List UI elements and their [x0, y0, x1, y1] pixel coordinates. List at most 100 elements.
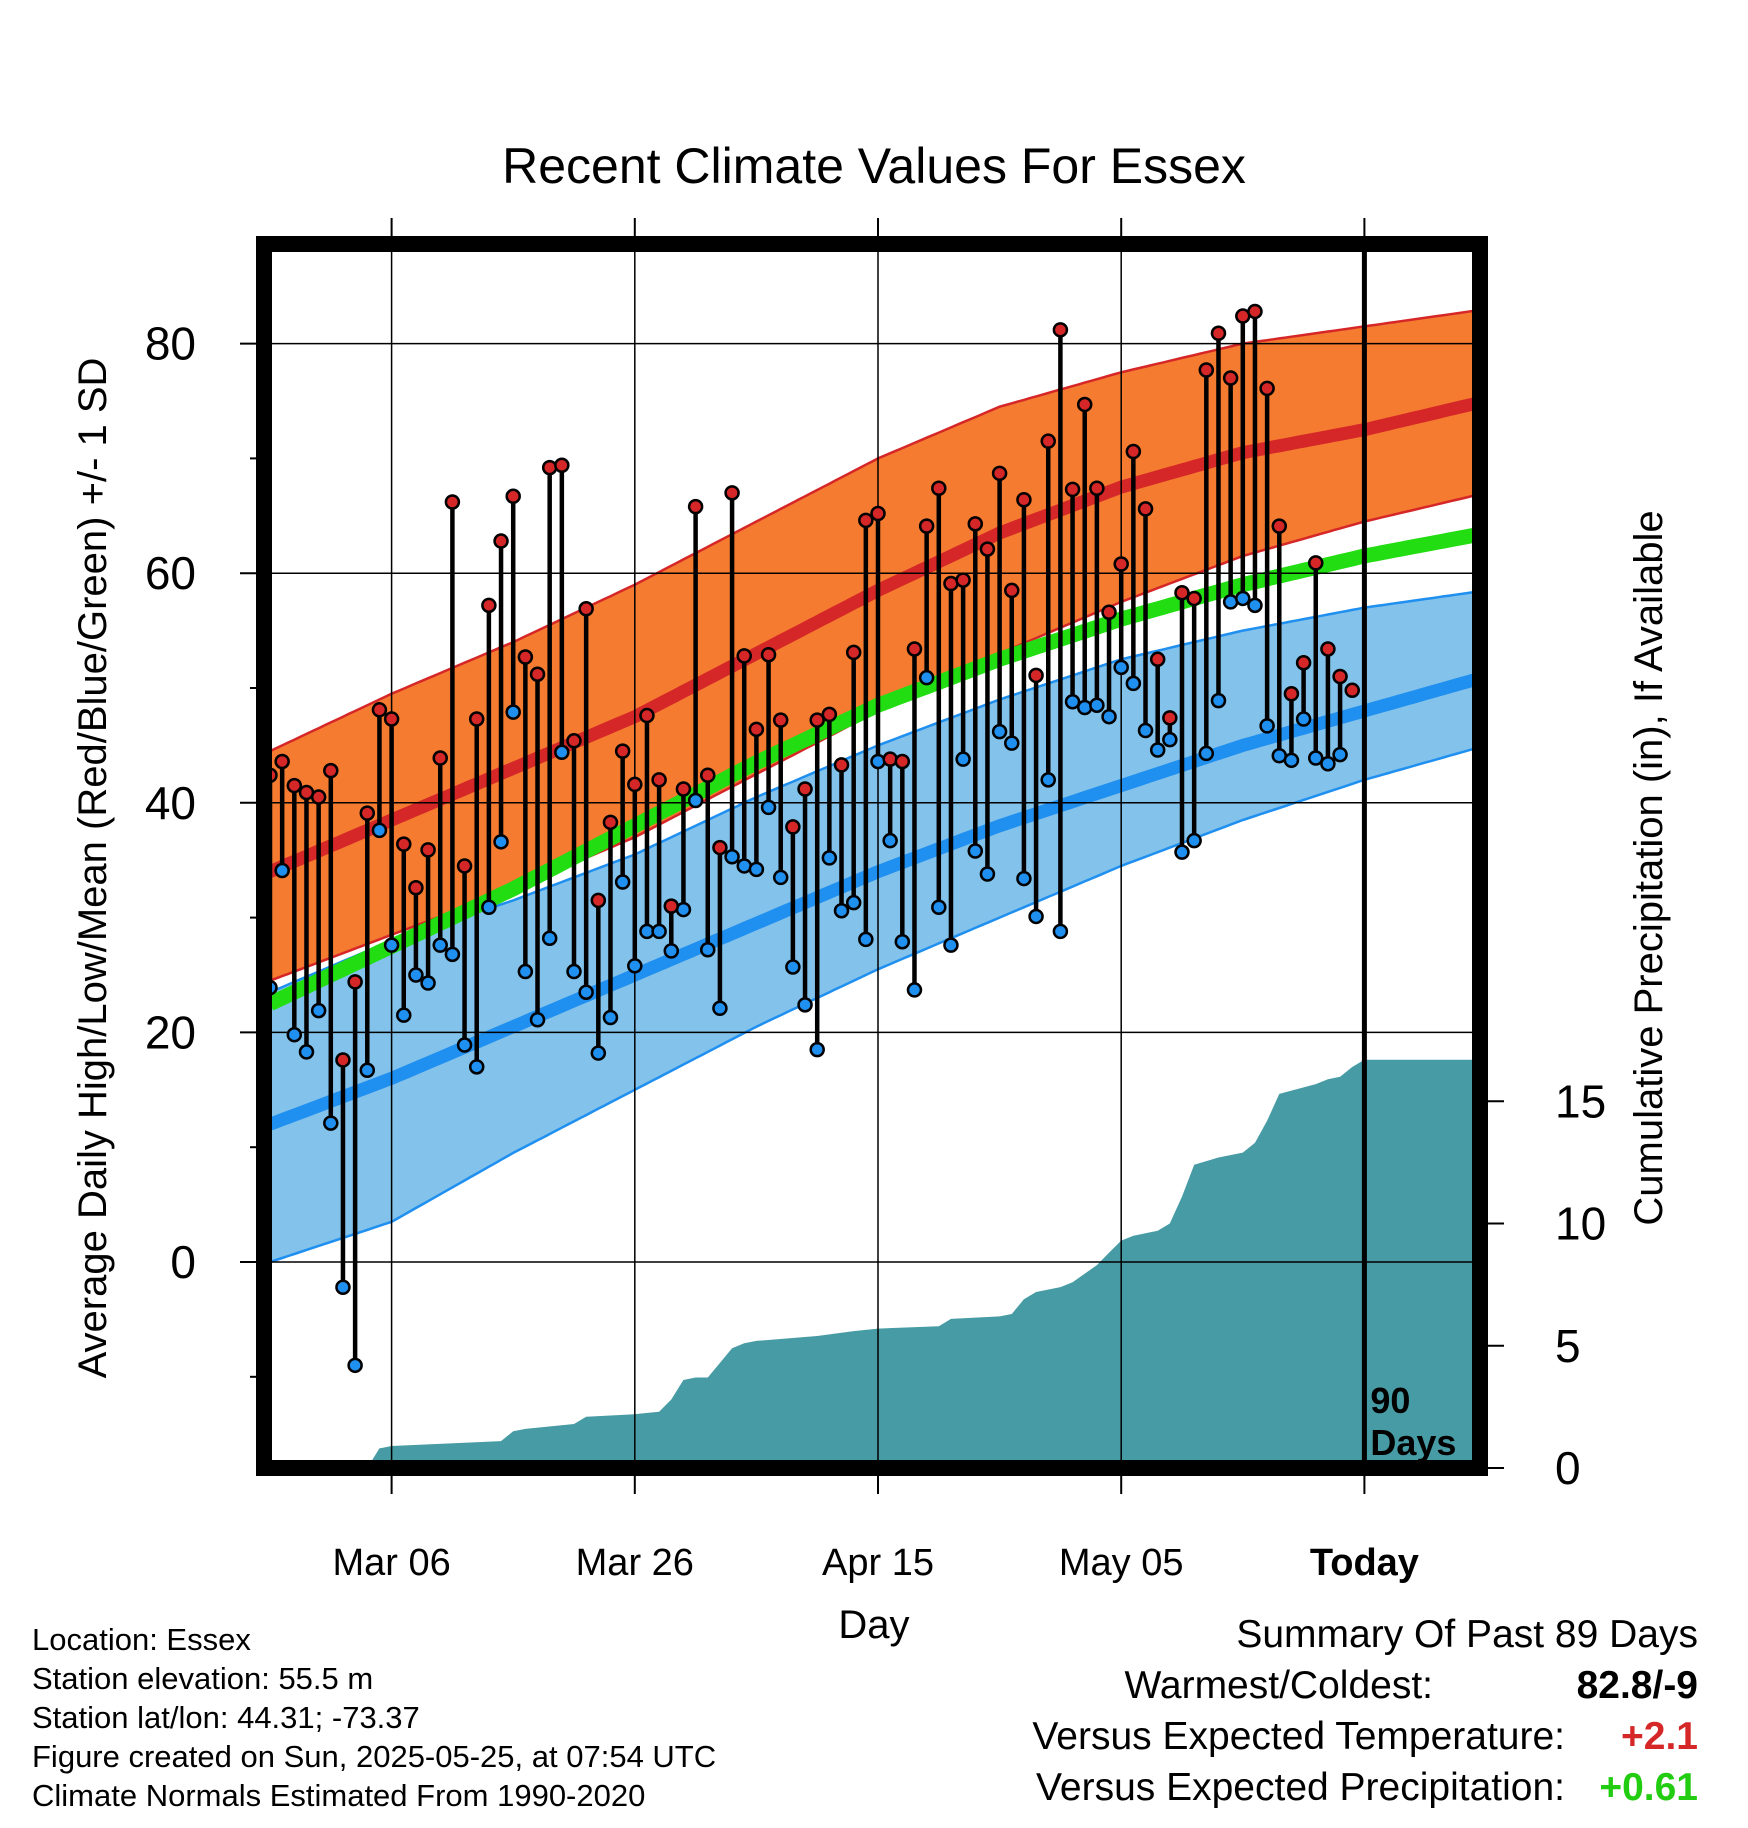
low-point [785, 959, 801, 975]
y-tick-label: 40 [145, 777, 196, 829]
high-point [371, 702, 388, 718]
low-point [894, 933, 911, 950]
high-point [712, 839, 728, 856]
low-point [323, 1115, 339, 1131]
x-tick-label: Today [1310, 1542, 1419, 1584]
high-point [554, 457, 570, 474]
low-minus-sd-line [269, 745, 1481, 1264]
high-point [1283, 685, 1300, 702]
low-point [1149, 742, 1166, 758]
low-point [517, 963, 534, 980]
high-point [493, 533, 509, 549]
high-point [286, 777, 303, 794]
high-point [1222, 370, 1239, 386]
today-label-number: 90 [1370, 1380, 1410, 1421]
low-point [1137, 722, 1154, 739]
high-plus-sd-line [269, 308, 1481, 753]
low-point [541, 930, 558, 947]
low-point [1320, 756, 1336, 772]
low-point [833, 902, 850, 919]
high-point [1295, 654, 1312, 671]
high-point [748, 721, 765, 738]
low-point [918, 669, 935, 686]
low-point [991, 723, 1008, 740]
low-point [444, 946, 461, 963]
high-point [408, 880, 424, 896]
low-point [1235, 590, 1251, 607]
high-point [651, 772, 667, 788]
low-point [529, 1012, 546, 1028]
high-point [1040, 433, 1056, 449]
low-point [310, 1002, 327, 1019]
low-point [700, 941, 716, 958]
low-point [396, 1007, 412, 1023]
high-point [432, 750, 448, 766]
high-point [1076, 396, 1093, 413]
low-point [797, 997, 813, 1013]
high-point [347, 974, 363, 990]
high-point [687, 498, 704, 515]
high-point [420, 842, 436, 858]
high-point [797, 781, 813, 797]
low-point [481, 899, 497, 916]
low-point [1332, 746, 1348, 763]
low-point [505, 704, 521, 720]
high-point [1162, 710, 1178, 726]
low-point [1283, 752, 1300, 769]
low-point [590, 1045, 607, 1061]
high-point [1149, 651, 1166, 668]
x-tick-label: Apr 15 [822, 1542, 934, 1584]
y2-tick-label: 0 [1555, 1442, 1581, 1494]
low-point [298, 1044, 315, 1060]
x-axis-label: Day [838, 1603, 909, 1647]
low-point [578, 984, 594, 1000]
low-point [371, 822, 388, 839]
summary-precip-label: Versus Expected Precipitation: [1036, 1766, 1565, 1809]
low-sd-band [270, 591, 1480, 1262]
high-point [894, 753, 911, 770]
high-point [1137, 501, 1154, 517]
x-tick-label: Mar 26 [576, 1542, 694, 1584]
high-point [578, 601, 594, 617]
low-point [335, 1279, 351, 1296]
low-point [493, 834, 509, 850]
low-point [1186, 832, 1202, 849]
x-tick-label: Mar 06 [332, 1542, 450, 1584]
low-point [858, 931, 874, 948]
low-point [870, 753, 886, 770]
low-point [1004, 735, 1020, 751]
high-point [833, 757, 850, 773]
low-point [724, 849, 740, 865]
y-tick-label: 0 [170, 1236, 196, 1288]
high-point [310, 789, 327, 805]
high-point [1320, 641, 1336, 657]
high-point [383, 711, 400, 727]
low-point [1052, 923, 1069, 940]
high-point [967, 516, 984, 532]
low-point [1089, 697, 1105, 713]
low-point [602, 1009, 619, 1026]
y2-axis-label: Cumulative Precipitation (in), If Availa… [1627, 510, 1671, 1225]
high-point [505, 488, 521, 505]
high-point [1174, 584, 1190, 601]
y2-tick-label: 10 [1555, 1198, 1606, 1250]
summary-temp-value: +2.1 [1621, 1715, 1698, 1758]
plot-frame [256, 236, 1488, 1476]
high-point [1332, 668, 1348, 685]
low-point [1016, 870, 1032, 887]
low-point [712, 1000, 728, 1017]
low-point [554, 744, 570, 761]
footer-elevation: Station elevation: 55.5 m [32, 1661, 374, 1696]
footer-latlon: Station lat/lon: 44.31; -73.37 [32, 1700, 420, 1735]
low-point [979, 866, 996, 882]
low-point [760, 799, 777, 816]
low-point [627, 958, 643, 974]
low-point [687, 792, 704, 809]
high-point [614, 743, 631, 759]
high-point [882, 751, 898, 767]
high-point [590, 892, 607, 909]
low-point [1198, 745, 1215, 762]
y-axis-label: Average Daily High/Low/Mean (Red/Blue/Gr… [71, 358, 115, 1379]
high-point [517, 649, 534, 665]
y-tick-label: 20 [145, 1006, 196, 1058]
